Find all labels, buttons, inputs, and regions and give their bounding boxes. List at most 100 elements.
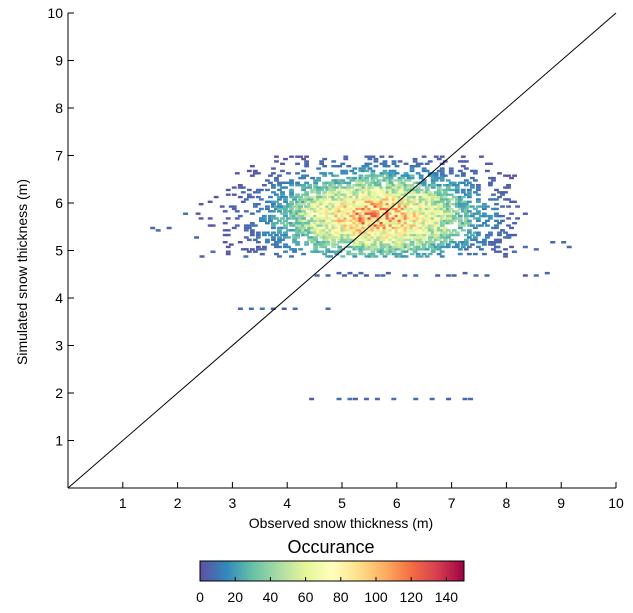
- heat-cell: [337, 210, 343, 213]
- heat-cell: [340, 195, 346, 199]
- heat-cell: [385, 214, 391, 218]
- heat-cell: [409, 207, 415, 211]
- heat-cell: [358, 207, 364, 211]
- heat-cell: [463, 222, 469, 225]
- heat-cell: [388, 203, 394, 206]
- heat-cell: [442, 233, 448, 237]
- heat-cell: [400, 236, 406, 239]
- heat-cell: [373, 200, 379, 204]
- heat-cell: [274, 243, 279, 246]
- heat-cell: [406, 217, 412, 220]
- heat-cell: [340, 205, 346, 208]
- heat-cell: [313, 186, 319, 189]
- heat-cell: [355, 203, 361, 206]
- heat-cell: [415, 245, 421, 249]
- heat-cell: [379, 174, 385, 177]
- heat-cell: [319, 233, 325, 237]
- heat-cell: [397, 219, 403, 223]
- heat-cell: [322, 214, 328, 218]
- heat-cell: [346, 186, 352, 189]
- sparse-cell: [435, 274, 441, 277]
- heat-cell: [388, 205, 394, 208]
- heat-cell: [352, 255, 358, 258]
- heat-cell: [409, 229, 415, 232]
- heat-cell: [376, 243, 382, 246]
- heat-cell: [277, 236, 282, 239]
- heat-cell: [457, 217, 463, 220]
- heat-cell: [394, 252, 400, 256]
- heat-cell: [418, 214, 424, 218]
- heat-cell: [388, 174, 394, 177]
- heat-cell: [494, 207, 499, 211]
- heat-cell: [430, 241, 436, 244]
- heat-cell: [271, 236, 276, 239]
- sparse-cell: [413, 274, 419, 277]
- heat-cell: [421, 212, 427, 215]
- heat-cell: [509, 226, 514, 230]
- heat-cell: [292, 217, 297, 220]
- heat-cell: [394, 186, 400, 189]
- heat-cell: [364, 205, 370, 208]
- heat-cell: [409, 217, 415, 220]
- heat-cell: [334, 191, 340, 194]
- heat-cell: [409, 167, 415, 170]
- heat-cell: [277, 207, 282, 211]
- heat-cell: [400, 245, 406, 249]
- heat-cell: [337, 241, 343, 244]
- heat-cell: [382, 165, 388, 168]
- heat-cell: [466, 205, 472, 208]
- heat-cell: [391, 212, 397, 215]
- heat-cell: [355, 200, 361, 204]
- heat-cell: [367, 157, 373, 161]
- heat-cell: [379, 200, 385, 204]
- heat-cell: [497, 222, 502, 225]
- heat-cell: [424, 205, 430, 208]
- heat-cell: [418, 207, 424, 211]
- heat-cell: [355, 217, 361, 220]
- heat-cell: [397, 252, 403, 256]
- heat-cell: [249, 229, 255, 232]
- sparse-cell: [533, 274, 539, 277]
- heat-cell: [240, 191, 246, 194]
- heat-cell: [370, 207, 376, 211]
- heat-cell: [394, 200, 400, 204]
- heat-cell: [397, 210, 403, 213]
- heat-cell: [283, 200, 288, 204]
- heat-cell: [475, 205, 481, 208]
- heat-cell: [301, 157, 306, 161]
- heat-cell: [277, 226, 282, 230]
- heat-cell: [316, 243, 322, 246]
- heat-cell: [427, 231, 433, 234]
- sparse-cell: [342, 274, 347, 277]
- heat-cell: [355, 207, 361, 211]
- heat-cell: [325, 238, 331, 242]
- heat-cell: [304, 224, 310, 227]
- sparse-cell: [468, 397, 474, 401]
- sparse-cell: [374, 397, 380, 401]
- heat-cell: [355, 224, 361, 227]
- heat-cell: [403, 219, 409, 223]
- heat-cell: [325, 243, 331, 246]
- sparse-cell: [533, 248, 539, 251]
- heat-cell: [322, 174, 328, 177]
- heat-cell: [298, 210, 303, 213]
- sparse-cell: [166, 226, 172, 230]
- heat-cell: [418, 174, 424, 177]
- heat-cell: [331, 174, 337, 177]
- heat-cell: [394, 214, 400, 218]
- heat-cell: [403, 205, 409, 208]
- heat-cell: [469, 186, 475, 189]
- heat-cell: [494, 212, 499, 215]
- heat-cell: [388, 195, 394, 199]
- heat-cell: [301, 219, 306, 223]
- heat-cell: [497, 195, 502, 199]
- heat-cell: [295, 212, 300, 215]
- heat-cell: [316, 212, 322, 215]
- heat-cell: [340, 207, 346, 211]
- heat-cell: [385, 231, 391, 234]
- heat-cell: [255, 172, 261, 175]
- heat-cell: [325, 181, 331, 185]
- heat-cell: [337, 195, 343, 199]
- heat-cell: [340, 226, 346, 230]
- heat-cell: [364, 203, 370, 206]
